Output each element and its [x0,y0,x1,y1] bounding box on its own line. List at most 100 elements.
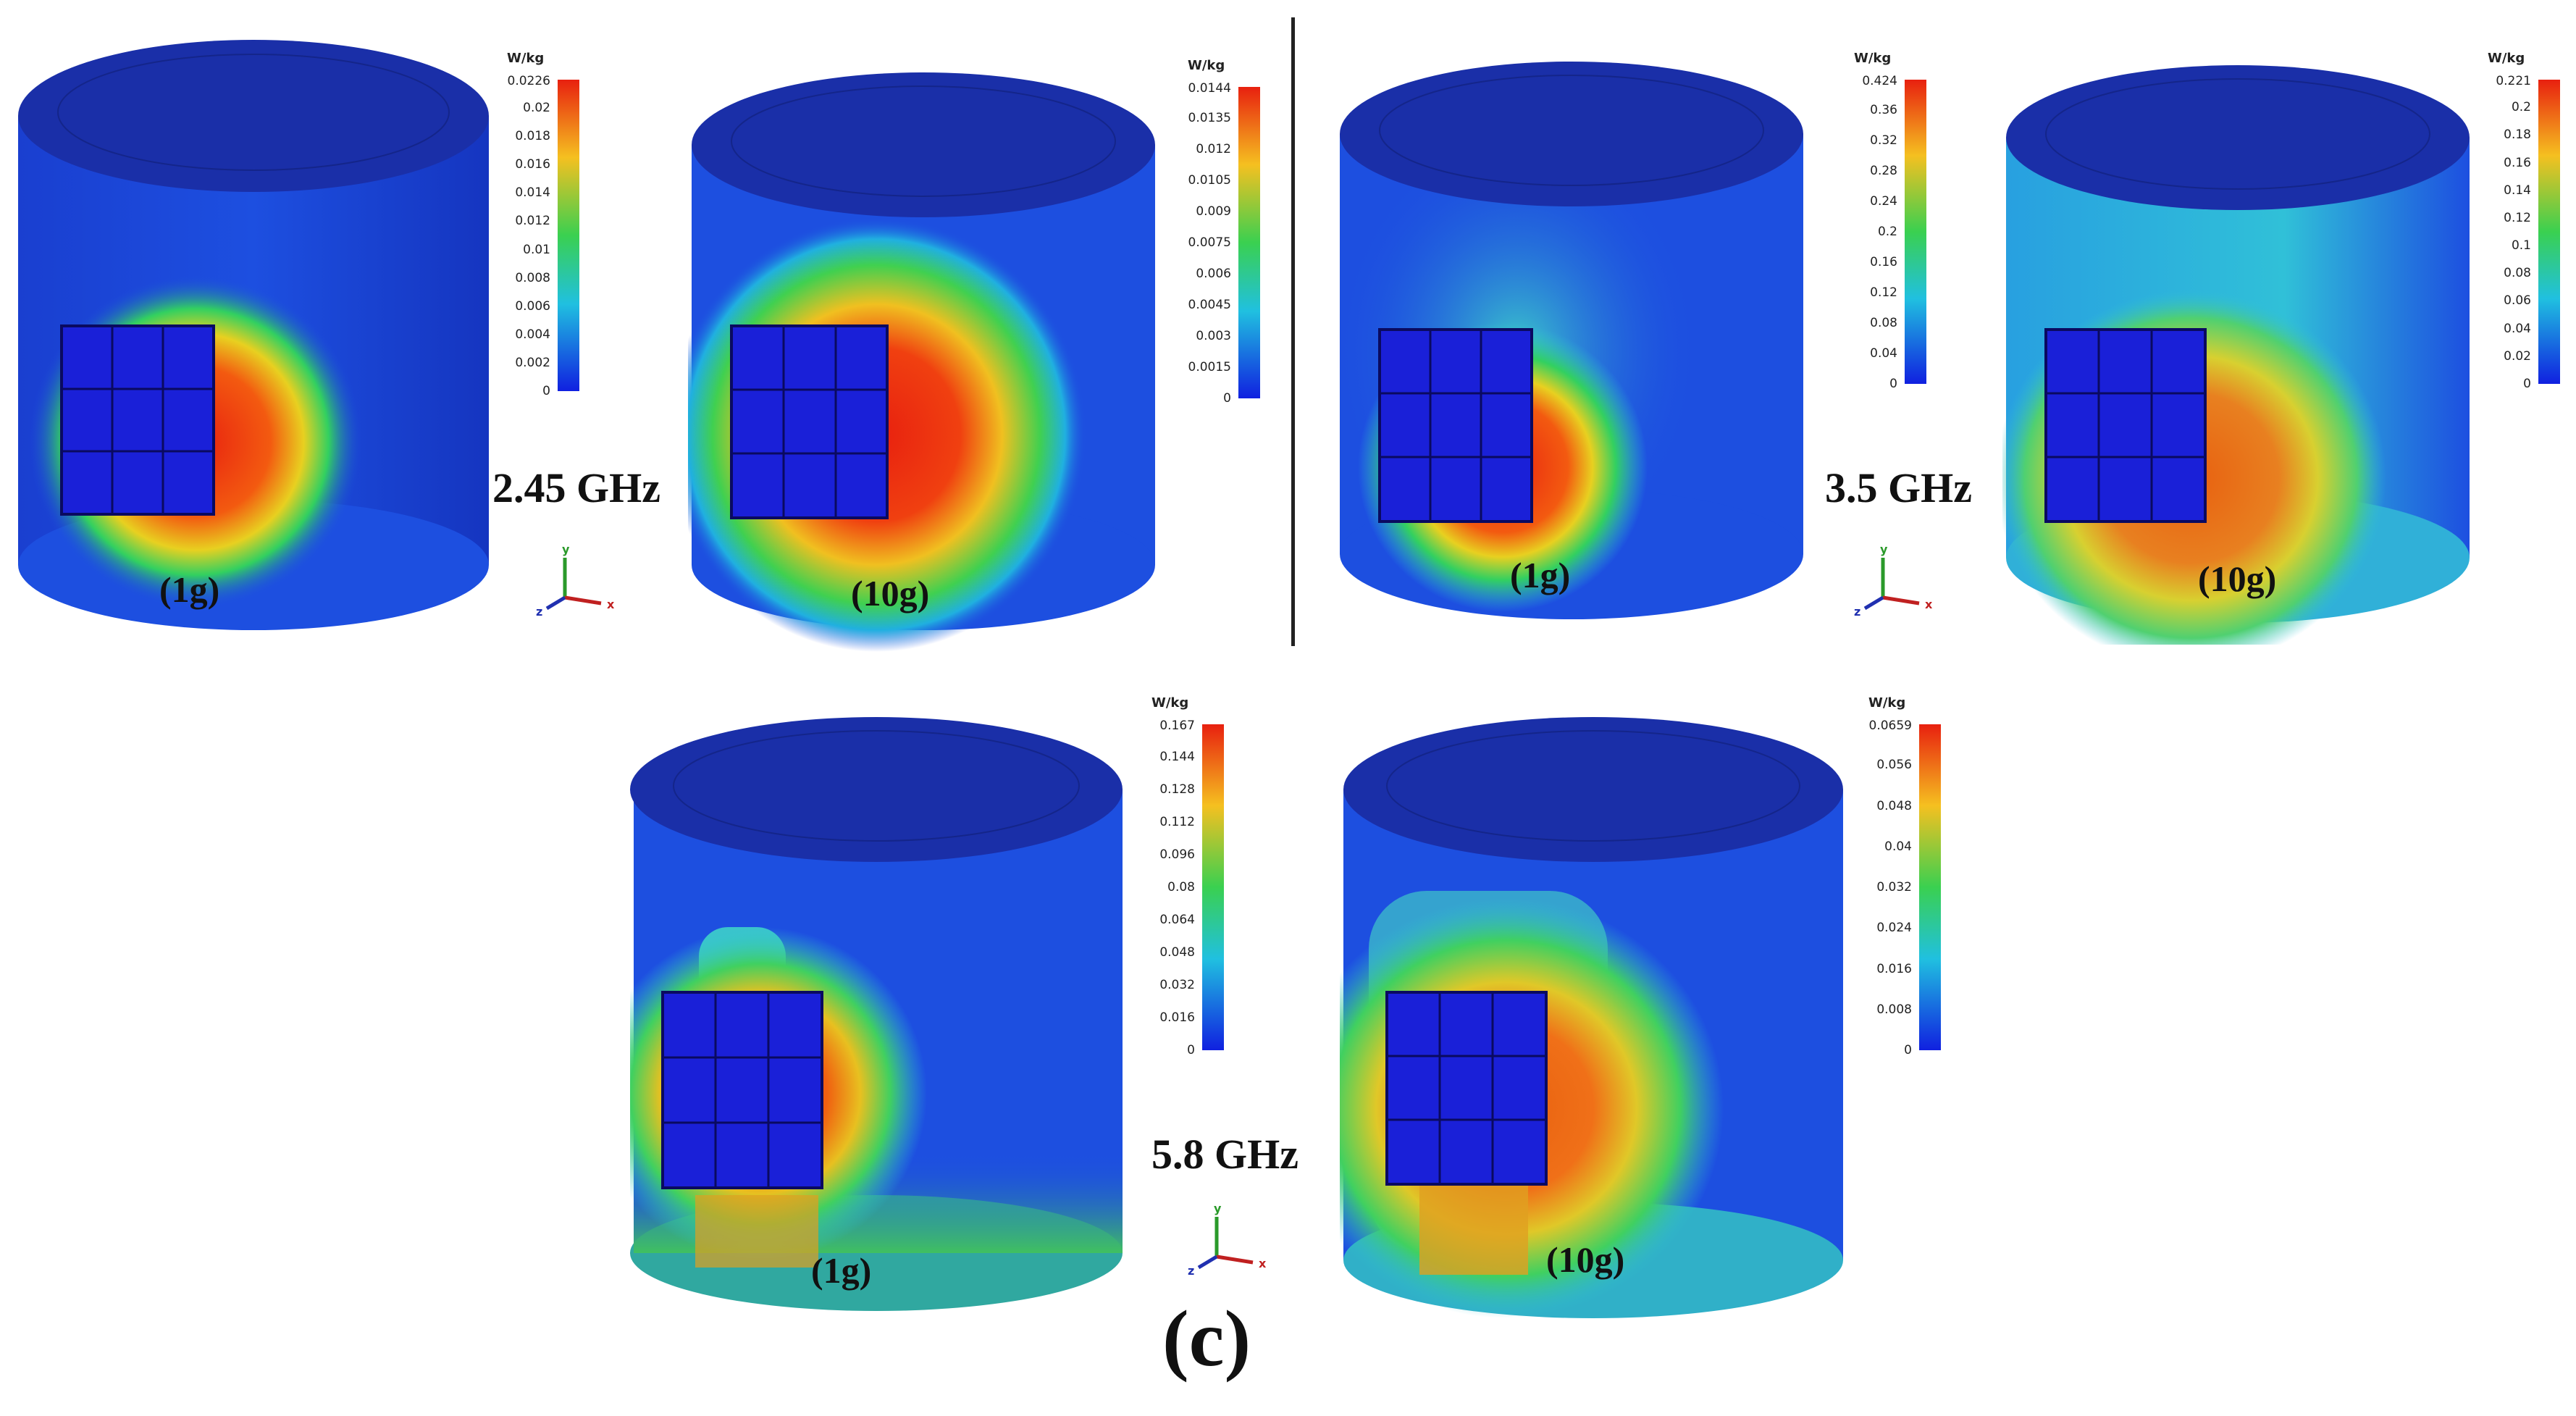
sar-panel-35-1g: (1g) [1336,62,1829,641]
colorbar-tick: 0.14 [2504,183,2531,198]
colorbar-max: 0.167 [1159,719,1195,733]
sar-panel-35-10g: (10g) [2002,65,2495,645]
colorbar-gradient [1202,724,1224,1050]
colorbar-tick: 0.048 [1876,798,1912,813]
colorbar-tick: 0.04 [1870,346,1897,361]
colorbar-tick: 0.008 [515,270,550,285]
sar-panel-58-10g: (10g) [1340,717,1847,1340]
colorbar-tick: 0.144 [1159,750,1195,764]
sar-panel-245-10g: (10g) [688,72,1180,652]
colorbar-unit: W/kg [1151,695,1189,711]
colorbar-tick: 0.2 [2511,100,2531,115]
colorbar-unit: W/kg [2488,51,2525,66]
colorbar-tick: 0.12 [1870,285,1897,300]
colorbar-245-1g: W/kg 0.0226 0.02 0.018 0.016 0.014 0.012 0.01… [492,51,594,398]
mass-label: (10g) [2198,558,2277,599]
colorbar-tick: 0.08 [1167,880,1195,895]
axis-y-label: y [1214,1202,1222,1215]
colorbar-tick: 0 [2523,377,2531,391]
colorbar-tick: 0.002 [515,355,550,370]
colorbar-tick: 0.36 [1870,103,1897,117]
figure-caption: (c) [1162,1294,1251,1383]
colorbar-tick: 0.24 [1870,194,1897,209]
frequency-label-35: 3.5 GHz [1825,464,1972,511]
colorbar-tick: 0.0015 [1188,360,1231,374]
sar-panel-58-1g: (1g) [630,717,1123,1333]
colorbar-tick: 0.016 [1159,1010,1195,1025]
colorbar-max: 0.0144 [1188,81,1231,96]
cylinder-phantom [630,717,1123,1311]
axis-z-label: z [1854,605,1861,619]
cylinder-phantom [18,40,489,630]
colorbar-gradient [1919,724,1941,1050]
colorbar-tick: 0.01 [523,242,550,257]
colorbar-tick: 0.06 [2504,293,2531,309]
colorbar-gradient [1238,87,1260,398]
colorbar-tick: 0.0075 [1188,235,1231,250]
colorbar-max: 0.424 [1862,74,1897,88]
mass-label: (1g) [811,1250,872,1291]
colorbar-ticks: 0.0135 0.012 0.0105 0.009 0.0075 0.006 0.0045 0… [1173,87,1238,406]
colorbar-tick: 0.009 [1196,204,1231,219]
colorbar-tick: 0.024 [1876,921,1912,936]
axis-y-label: y [1880,542,1888,556]
axes-triad-icon: y x z [1188,1202,1275,1278]
colorbar-tick: 0.02 [523,101,550,116]
colorbar-ticks: 0.2 0.18 0.16 0.14 0.12 0.1 0.08 0.06 0.04 0.02 0 [2473,80,2538,391]
colorbar-tick: 0.012 [515,214,550,229]
sar-panel-245-1g: (1g) [14,36,507,645]
colorbar-35-1g: W/kg 0.424 0.36 0.32 0.28 0.24 0.2 0.16 0.12 0.… [1839,51,1941,398]
colorbar-35-10g: W/kg 0.221 0.2 0.18 0.16 0.14 0.12 0.1 0.08 0.0… [2473,51,2575,398]
colorbar-tick: 0.08 [2504,266,2531,281]
mass-label: (1g) [159,569,220,610]
colorbar-tick: 0.0135 [1188,111,1231,125]
colorbar-58-1g: W/kg 0.167 0.144 0.128 0.112 0.096 0.08 0.064… [1137,695,1238,1057]
colorbar-tick: 0.008 [1876,1002,1912,1017]
colorbar-tick: 0.012 [1196,142,1231,156]
colorbar-gradient [1905,80,1926,384]
colorbar-tick: 0.16 [2504,155,2531,170]
colorbar-58-10g: W/kg 0.0659 0.056 0.048 0.04 0.032 0.024 0.01… [1854,695,1955,1057]
colorbar-tick: 0 [1187,1043,1195,1057]
colorbar-gradient [2538,80,2560,384]
colorbar-ticks: 0.36 0.32 0.28 0.24 0.2 0.16 0.12 0.08 0.04 0 [1839,80,1905,391]
axis-x-label: x [607,598,615,611]
colorbar-tick: 0.016 [515,157,550,172]
colorbar-tick: 0.016 [1876,961,1912,976]
colorbar-tick: 0.004 [515,327,550,342]
colorbar-tick: 0.003 [1196,329,1231,343]
colorbar-tick: 0.006 [1196,267,1231,281]
axis-y-label: y [562,542,570,556]
antenna-array [661,991,823,1189]
colorbar-tick: 0.2 [1877,225,1897,239]
colorbar-tick: 0 [1889,377,1897,391]
colorbar-ticks: 0.02 0.018 0.016 0.014 0.012 0.01 0.008 0.006 0.… [492,80,558,398]
mass-label: (10g) [851,573,930,613]
group-divider [1291,17,1295,646]
axis-z-label: z [536,605,543,619]
colorbar-tick: 0 [542,384,550,398]
axes-triad-icon: y x z [536,542,623,619]
colorbar-tick: 0.28 [1870,164,1897,178]
colorbar-tick: 0.128 [1159,782,1195,797]
antenna-array [730,324,889,519]
colorbar-tick: 0.12 [2504,210,2531,225]
colorbar-max: 0.0226 [507,74,550,88]
antenna-array [60,324,215,516]
axis-z-label: z [1188,1264,1195,1278]
colorbar-unit: W/kg [1188,58,1225,73]
antenna-array [1385,991,1548,1186]
colorbar-tick: 0.1 [2511,238,2531,254]
colorbar-tick: 0.04 [2504,321,2531,336]
colorbar-unit: W/kg [1854,51,1892,66]
colorbar-tick: 0.056 [1876,758,1912,773]
colorbar-max: 0.0659 [1868,719,1912,733]
colorbar-ticks: 0.144 0.128 0.112 0.096 0.08 0.064 0.048 0.032 0… [1137,724,1202,1057]
axis-x-label: x [1925,598,1933,611]
colorbar-tick: 0.112 [1159,815,1195,829]
cylinder-phantom [1336,62,1803,619]
colorbar-tick: 0.0105 [1188,173,1231,188]
antenna-array [1378,328,1533,523]
colorbar-tick: 0.16 [1870,255,1897,269]
colorbar-unit: W/kg [507,51,545,66]
